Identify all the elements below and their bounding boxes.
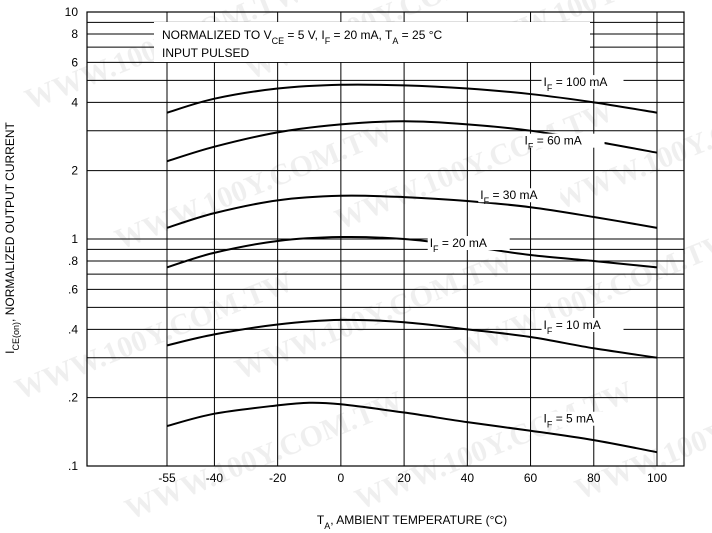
series-line xyxy=(166,83,658,114)
series-line xyxy=(166,194,658,229)
x-tick-label: 80 xyxy=(587,471,601,485)
tick-labels-layer: -55 -40 -20 0 20 40 60 80 100 .1 .2 .4 .6 .8 1 2 4 6 8 10 TA… xyxy=(3,5,667,531)
y-tick-label: 4 xyxy=(71,95,78,109)
series-labels-layer: IF = 100 mA IF = 60 mA IF = 30 mA IF = 20 m… xyxy=(427,75,624,430)
y-tick-label: 8 xyxy=(71,27,78,41)
series-label-background xyxy=(522,133,605,148)
annotation-conditions: NORMALIZED TO VCE = 5 V, IF = 20 mA, TA … xyxy=(162,28,443,46)
y-tick-label: 10 xyxy=(65,5,79,19)
y-tick-label: 6 xyxy=(71,55,78,69)
series-label: IF = 60 mA xyxy=(525,134,582,152)
series-label-background xyxy=(427,236,510,251)
series-line xyxy=(166,235,658,269)
y-tick-label: 1 xyxy=(71,232,78,246)
x-tick-label: -40 xyxy=(206,471,224,485)
plot-frame xyxy=(86,11,685,467)
series-label-background xyxy=(541,411,624,426)
annotation-input-pulsed: INPUT PULSED xyxy=(162,46,249,60)
series-label-background xyxy=(541,75,624,90)
watermark-text: WWW.100Y.COM.TW xyxy=(330,95,618,237)
series-label: IF = 10 mA xyxy=(544,318,601,336)
y-tick-label: .1 xyxy=(68,459,78,473)
y-tick-label: 2 xyxy=(71,164,78,178)
y-tick-label: .8 xyxy=(68,254,78,268)
series-label: IF = 5 mA xyxy=(544,412,595,430)
axes-layer xyxy=(86,11,685,467)
annotation-layer: NORMALIZED TO VCE = 5 V, IF = 20 mA, TA … xyxy=(154,22,590,62)
series-label: IF = 30 mA xyxy=(480,188,537,206)
x-tick-label: -55 xyxy=(158,471,176,485)
x-tick-label: 60 xyxy=(524,471,538,485)
y-tick-label: .6 xyxy=(68,282,78,296)
y-tick-label: .4 xyxy=(68,322,78,336)
y-tick-label: .2 xyxy=(68,391,78,405)
series-label-background xyxy=(478,188,561,203)
x-axis-title: TA, AMBIENT TEMPERATURE (°C) xyxy=(317,513,507,531)
watermark-text: WWW.100Y.COM.TW xyxy=(110,115,398,257)
x-tick-label: 20 xyxy=(397,471,411,485)
x-tick-label: 40 xyxy=(461,471,475,485)
series-label: IF = 20 mA xyxy=(430,236,487,254)
y-axis-title: ICE(on), NORMALIZED OUTPUT CURRENT xyxy=(3,122,21,354)
series-line xyxy=(166,401,658,454)
series-label-background xyxy=(541,318,624,333)
watermark-text: WWW.100Y.COM.TW xyxy=(570,365,712,507)
watermark-text: WWW.100Y.COM.TW xyxy=(230,245,518,387)
x-tick-label: 0 xyxy=(338,471,345,485)
annotation-background xyxy=(154,22,590,62)
x-tick-label: -20 xyxy=(269,471,287,485)
x-tick-label: 100 xyxy=(647,471,667,485)
watermark-text: WWW.100Y.COM.TW xyxy=(10,265,298,407)
series-line xyxy=(166,318,658,359)
grid-layer xyxy=(87,11,684,467)
series-label: IF = 100 mA xyxy=(544,75,608,93)
